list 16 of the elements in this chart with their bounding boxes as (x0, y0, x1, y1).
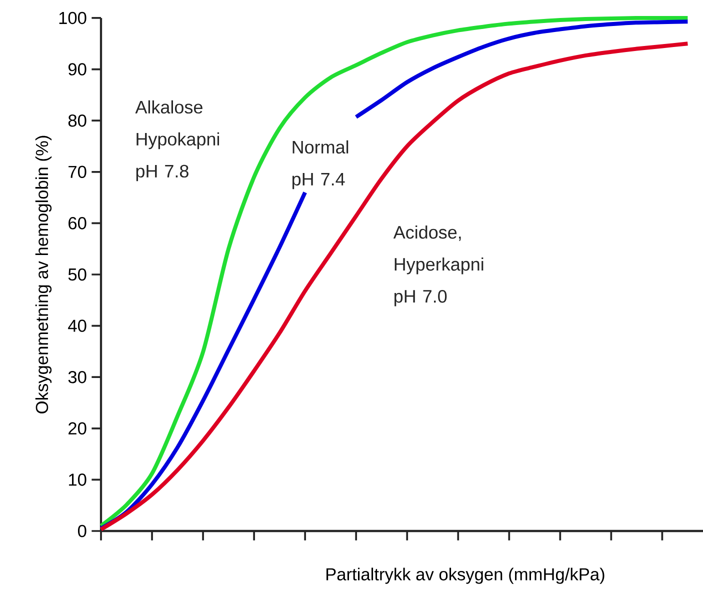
y-tick-label: 80 (68, 114, 86, 127)
text: Acidose, Hyperkapni pH 7.0 (393, 226, 484, 306)
series-label: Normal pH 7.4 (292, 140, 348, 190)
x-axis-title: Partialtrykk av oksygen (mmHg/kPa) (326, 568, 604, 584)
series-label: Alkalose Hypokapni pH 7.8 (135, 100, 220, 182)
y-tick-label: 0 (78, 524, 86, 538)
y-tick-label: 30 (68, 370, 86, 384)
y-tick-label: 70 (68, 166, 86, 178)
y-tick-label: 90 (68, 63, 86, 76)
y-tick-label: 20 (68, 422, 86, 435)
y-tick-label: 50 (68, 268, 86, 281)
y-tick-label: 100 (59, 12, 86, 24)
y-tick-label: 40 (68, 320, 86, 332)
y-axis-title: Oksygenmetning av hemoglobin (%) (35, 136, 52, 414)
y-tick-label: 10 (68, 474, 86, 486)
y-tick-label: 60 (68, 217, 86, 230)
